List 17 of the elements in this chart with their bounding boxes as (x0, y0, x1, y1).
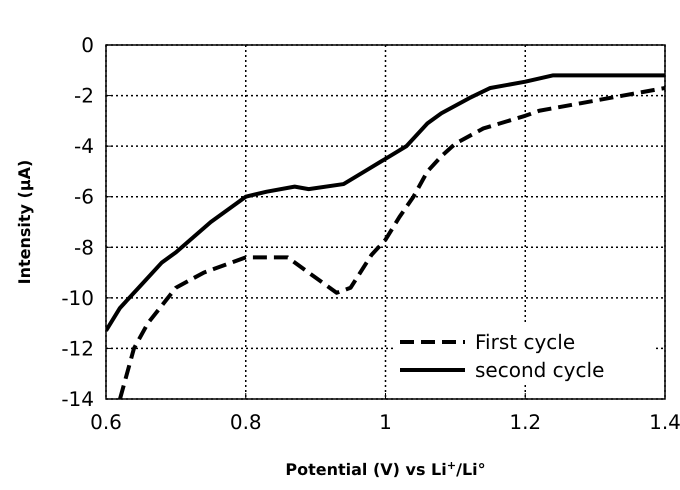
x-tick-label: 1.2 (509, 410, 542, 434)
y-tick-label: 0 (81, 33, 94, 57)
y-tick-label: -12 (61, 336, 94, 360)
x-axis-title: Potential (V) vs Li$^{+}$/Li° (285, 458, 486, 479)
x-tick-label: 1.4 (649, 410, 680, 434)
y-tick-label: -10 (61, 286, 94, 310)
legend-label: First cycle (475, 330, 576, 354)
x-tick-label: 0.8 (230, 410, 262, 434)
y-axis-title: Intensity (μA) (15, 160, 34, 284)
x-tick-label: 0.6 (90, 410, 122, 434)
legend-label: second cycle (475, 358, 604, 382)
y-tick-label: -14 (61, 387, 94, 411)
y-tick-label: -4 (74, 134, 94, 158)
y-tick-label: -2 (74, 84, 94, 108)
x-tick-label: 1 (379, 410, 392, 434)
y-tick-label: -6 (74, 184, 94, 209)
y-tick-label: -8 (74, 235, 94, 260)
